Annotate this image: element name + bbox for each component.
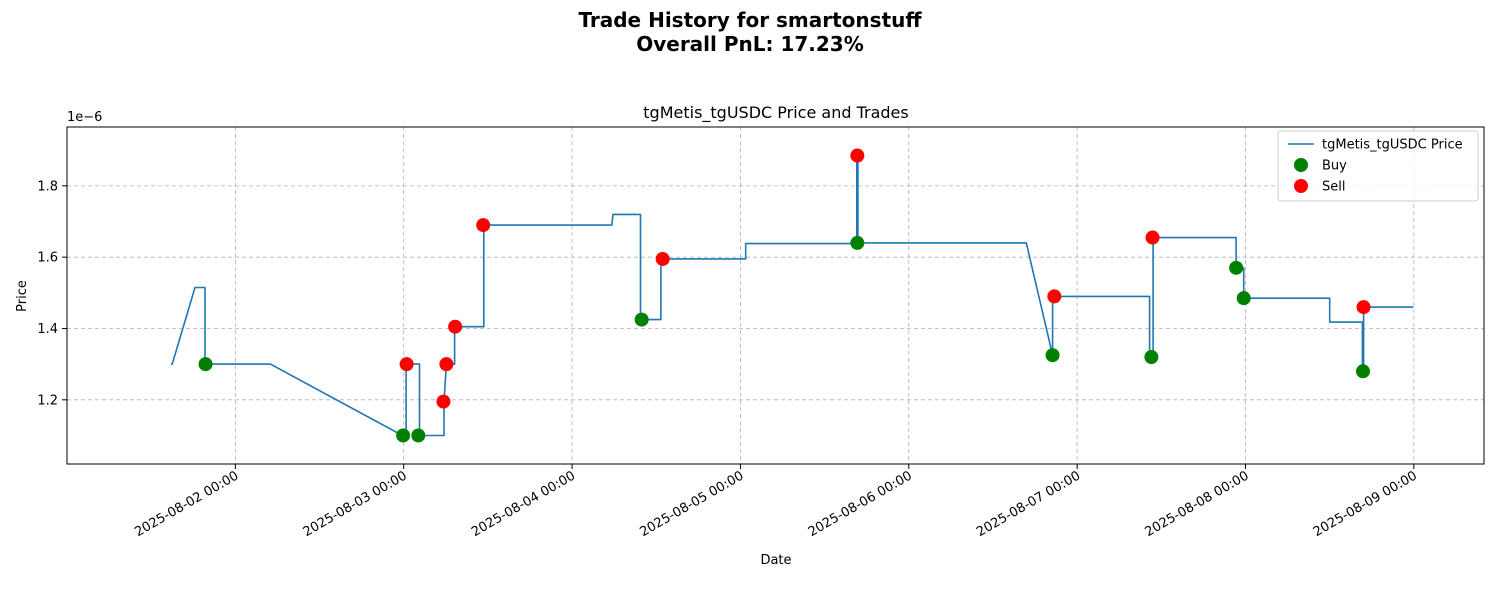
sell-marker	[439, 357, 454, 372]
legend-entry-buy: Buy	[1322, 159, 1347, 174]
buy-marker	[396, 428, 411, 443]
x-tick-label: 2025-08-08 00:00	[1143, 468, 1252, 540]
x-tick-label: 2025-08-03 00:00	[301, 468, 410, 540]
buy-marker	[634, 312, 649, 327]
x-tick-label: 2025-08-06 00:00	[806, 468, 915, 540]
y-tick-label: 1.6	[37, 251, 58, 266]
tick-layer: 2025-08-02 00:00 2025-08-03 00:00 2025-08-…	[37, 179, 1420, 540]
price-line	[170, 154, 1414, 437]
sell-marker	[655, 251, 670, 266]
x-tick-label: 2025-08-07 00:00	[974, 468, 1083, 540]
sell-marker	[448, 319, 463, 334]
legend-entry-price: tgMetis_tgUSDC Price	[1322, 138, 1463, 153]
figure-title-line-2: Overall PnL: 17.23%	[636, 32, 864, 56]
y-axis-label: Price	[15, 280, 30, 312]
buy-marker	[1144, 350, 1159, 365]
series-layer	[170, 148, 1414, 443]
figure-title-line-1: Trade History for smartonstuff	[578, 8, 922, 32]
sell-marker	[399, 357, 414, 372]
buy-marker	[198, 357, 213, 372]
sell-marker	[850, 148, 865, 163]
sell-marker	[476, 218, 491, 233]
sell-marker	[436, 394, 451, 409]
x-tick-label: 2025-08-09 00:00	[1311, 468, 1420, 540]
buy-marker	[411, 428, 426, 443]
legend-box	[1277, 130, 1479, 202]
buy-marker	[1236, 291, 1251, 306]
sell-marker	[1356, 300, 1371, 315]
y-tick-label: 1.4	[37, 322, 58, 337]
buy-marker	[1355, 364, 1370, 379]
x-tick-label: 2025-08-02 00:00	[132, 468, 241, 540]
y-offset-label: 1e−6	[67, 110, 102, 125]
y-tick-label: 1.2	[37, 393, 58, 408]
x-axis-label: Date	[760, 553, 791, 568]
buy-marker	[850, 235, 865, 250]
x-tick-label: 2025-08-04 00:00	[469, 468, 578, 540]
x-tick-label: 2025-08-05 00:00	[637, 468, 746, 540]
y-tick-label: 1.8	[37, 179, 58, 194]
plot-frame	[66, 126, 1485, 465]
grid-layer	[67, 127, 1484, 464]
buy-marker	[1045, 348, 1060, 363]
legend-buy-marker	[1294, 158, 1308, 172]
sell-marker	[1145, 230, 1160, 245]
legend-sell-marker	[1294, 179, 1308, 193]
legend-entry-sell: Sell	[1322, 180, 1345, 195]
axes-title: tgMetis_tgUSDC Price and Trades	[643, 103, 908, 123]
buy-marker	[1229, 260, 1244, 275]
legend: tgMetis_tgUSDC Price Buy Sell	[1277, 130, 1479, 202]
sell-marker	[1047, 289, 1062, 304]
